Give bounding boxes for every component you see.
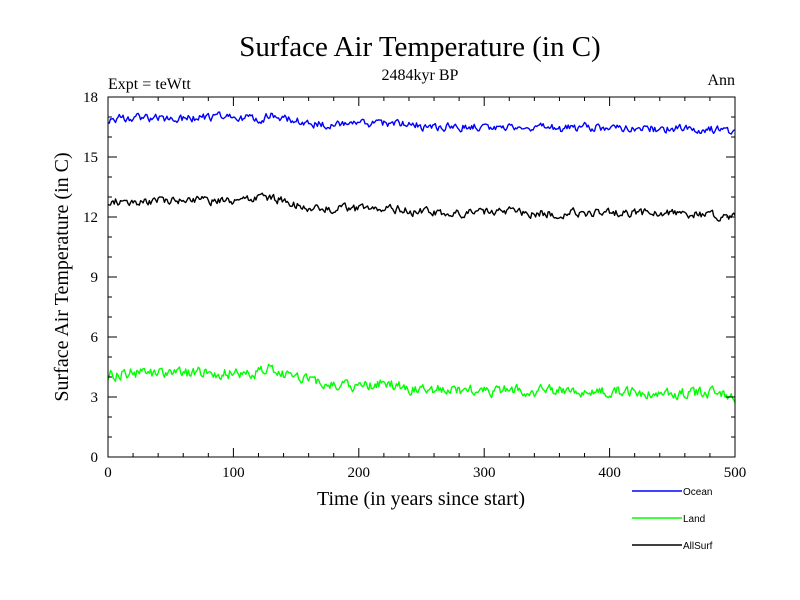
legend-label-ocean: Ocean [683,487,712,498]
y-tick-label: 18 [83,90,98,106]
y-tick-label: 6 [91,330,99,346]
x-axis-label: Time (in years since start) [317,488,525,510]
x-tick-label: 200 [348,465,371,481]
y-tick-label: 12 [83,210,98,226]
experiment-label: Expt = teWtt [108,76,191,93]
season-label: Ann [707,72,735,89]
y-tick-label: 9 [91,270,99,286]
x-tick-label: 400 [598,465,621,481]
plot-lines [107,111,736,403]
x-tick-label: 100 [222,465,245,481]
series-line-allsurf [107,192,736,222]
y-tick-label: 0 [91,450,99,466]
chart-title: Surface Air Temperature (in C) [239,31,600,63]
y-tick-label: 3 [91,390,99,406]
legend-label-land: Land [683,514,705,525]
x-tick-label: 500 [724,465,747,481]
series-line-ocean [107,111,736,135]
x-tick-label: 0 [104,465,112,481]
x-tick-label: 300 [473,465,496,481]
y-axis-label: Surface Air Temperature (in C) [51,152,73,401]
y-tick-label: 15 [83,150,98,166]
legend-label-allsurf: AllSurf [683,541,713,552]
legend: Ocean Land AllSurf [632,487,713,552]
plot-frame [107,96,736,458]
chart-subtitle: 2484kyr BP [382,67,459,84]
axis-ticks: 0 100 200 300 400 500 0 3 6 9 12 15 18 [83,90,746,481]
series-line-land [107,363,736,403]
